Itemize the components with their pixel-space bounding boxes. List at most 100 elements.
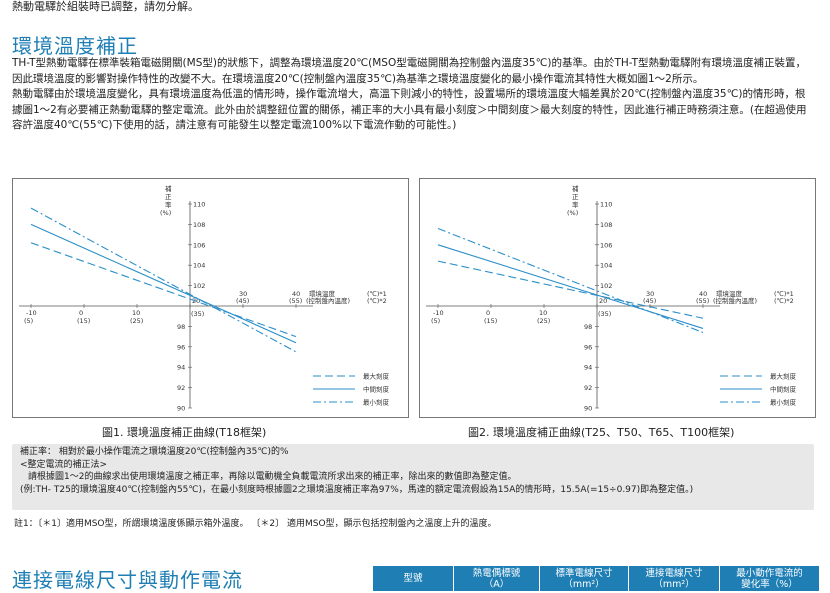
x-unit-label-2: (℃)*2 [774, 297, 794, 305]
header-subtext: （mm²） [563, 578, 605, 590]
chart-figure-1: 補正率 (%) 110 108 106 104 102 98 96 94 92 90 -10 (5) 0 (1… [12, 178, 409, 418]
x-tick-label-alt: (15) [484, 317, 497, 325]
x-tick-label: 10 [132, 309, 140, 317]
y-axis-label-char: 補 [165, 184, 172, 193]
x-tick-label-alt: (5) [24, 317, 33, 325]
series-line-dashdot [437, 227, 704, 334]
y-axis-unit: (%) [567, 209, 578, 217]
table-header-change-rate: 最小動作電流的 變化率（%） [719, 566, 819, 591]
x-axis-label: 環境溫度 [716, 289, 743, 298]
legend-label: 中間刻度 [363, 385, 390, 394]
note-line-1: 補正率： 相對於最小操作電流之環境溫度20℃(控制盤內35℃)的% [20, 447, 289, 457]
x-tick-label-alt: (55) [289, 297, 302, 305]
x-tick-label: -10 [26, 309, 37, 317]
series-line-dash [437, 260, 704, 319]
y-axis-unit: (%) [160, 209, 171, 217]
table-header-standard-wire: 標準電線尺寸 （mm²） [539, 566, 628, 591]
x-axis-label: 環境溫度 [309, 289, 336, 298]
header-text: 型號 [403, 573, 423, 584]
x-tick-label: 10 [539, 309, 547, 317]
y-tick-label: 104 [193, 262, 205, 270]
y-tick-label: 90 [177, 405, 185, 413]
x-tick-label: 20 [599, 297, 607, 305]
y-tick-label: 94 [584, 364, 592, 372]
legend-label: 最大刻度 [770, 372, 797, 381]
table-header-connect-wire: 連接電線尺寸 （mm²） [628, 566, 719, 591]
legend-label: 最大刻度 [363, 372, 390, 381]
y-tick-label: 106 [193, 241, 205, 249]
x-tick-label-alt: (55) [696, 297, 709, 305]
y-tick-label: 102 [193, 282, 205, 290]
y-tick-label: 104 [600, 262, 612, 270]
y-tick-label: 108 [600, 221, 612, 229]
y-tick-label: 90 [584, 405, 592, 413]
header-text: 熱電偶標號 [472, 567, 521, 579]
header-text: 連接電線尺寸 [645, 567, 703, 579]
y-tick-label: 102 [600, 282, 612, 290]
chart-figure-2: 補正率 (%) 110 108 106 104 102 98 96 94 92 90 -10 (5) 0 (1… [419, 178, 816, 418]
y-tick-label: 96 [177, 343, 185, 351]
series-line-dash [30, 242, 297, 338]
note-line-3: 請根據圖1～2的曲線求出使用環境溫度之補正率，再除以電動機全負載電流所求出來的補… [28, 472, 517, 482]
section-title-temperature: 環境溫度補正 [12, 34, 138, 58]
notes-box: 補正率： 相對於最小操作電流之環境溫度20℃(控制盤內35℃)的% <整定電流的… [12, 444, 814, 510]
series-line-dashdot [30, 207, 297, 353]
y-tick-label: 98 [584, 323, 592, 331]
legend-label: 中間刻度 [770, 385, 797, 394]
x-tick-label-alt: (35) [598, 310, 611, 318]
x-tick-label: 0 [79, 309, 83, 317]
y-axis-label-char: 率 [572, 200, 579, 209]
header-text: 標準電線尺寸 [555, 567, 613, 579]
y-tick-label: 96 [584, 343, 592, 351]
y-tick-label: 106 [600, 241, 612, 249]
table-header: 型號 熱電偶標號 （A） 標準電線尺寸 （mm²） 連接電線尺寸 （mm²） 最小動作… [372, 566, 819, 591]
header-subtext: 變化率（%） [741, 578, 798, 590]
paragraph-1: TH-T型熱動電驛在標準裝箱電磁開關(MS型)的狀態下，調整為環境溫度20℃(M… [12, 57, 806, 85]
legend-label: 最小刻度 [363, 398, 390, 407]
x-unit-label-2: (℃)*2 [367, 297, 387, 305]
x-tick-label: 0 [486, 309, 490, 317]
section-body: TH-T型熱動電驛在標準裝箱電磁開關(MS型)的狀態下，調整為環境溫度20℃(M… [12, 56, 812, 134]
x-tick-label-alt: (5) [431, 317, 440, 325]
footnote: 註1：〔＊1〕適用MSO型，所謂環境溫度係顯示箱外溫度。 〔＊2〕 適用MSO型… [14, 519, 497, 529]
legend-label: 最小刻度 [770, 398, 797, 407]
header-subtext: （A） [483, 578, 510, 590]
x-tick-label-alt: (15) [77, 317, 90, 325]
x-unit-label-1: (℃)*1 [367, 290, 387, 298]
y-tick-label: 92 [584, 384, 592, 392]
x-tick-label: 40 [699, 290, 707, 298]
y-axis-label-char: 正 [572, 193, 579, 201]
table-header-thermocouple: 熱電偶標號 （A） [453, 566, 539, 591]
x-tick-label: 30 [646, 290, 654, 298]
y-tick-label: 94 [177, 364, 185, 372]
series-line-solid [30, 223, 297, 344]
x-tick-label-alt: (25) [537, 317, 550, 325]
section-title-wire-size: 連接電線尺寸與動作電流 [12, 568, 243, 592]
y-tick-label: 110 [193, 201, 205, 209]
x-tick-label-alt: (45) [236, 297, 249, 305]
y-tick-label: 110 [600, 201, 612, 209]
x-axis-label-alt: (控制盤內溫度) [306, 296, 350, 305]
x-tick-label-alt: (35) [191, 310, 204, 318]
x-unit-label-1: (℃)*1 [774, 290, 794, 298]
note-line-4: (例:TH- T25的環境溫度40℃(控制盤內55℃)，在最小刻度時根據圖2之環… [20, 484, 694, 495]
paragraph-2: 熱動電驛由於環境溫度變化，具有環境溫度為低溫的情形時，操作電流增大，高溫下則減小… [12, 88, 807, 131]
figure-2-caption: 圖2. 環境溫度補正曲線(T25、T50、T65、T100框架) [468, 426, 735, 439]
header-text: 最小動作電流的 [736, 567, 803, 579]
table-header-model: 型號 [372, 566, 453, 591]
x-tick-label: 30 [239, 290, 247, 298]
note-line-2: <整定電流的補正法> [20, 459, 108, 470]
x-tick-label-alt: (25) [130, 317, 143, 325]
x-tick-label: 40 [292, 290, 300, 298]
x-axis-label-alt: (控制盤內溫度) [713, 296, 757, 305]
header-subtext: （mm²） [653, 578, 695, 590]
top-note: 熱動電驛於組裝時已調整，請勿分解。 [12, 0, 199, 13]
y-tick-label: 98 [177, 323, 185, 331]
x-tick-label-alt: (45) [643, 297, 656, 305]
chart-1-svg: 補正率(%) 110 108 106 104 102 98 96 94 92 90 -10(5) 0(1… [19, 184, 390, 413]
y-axis-label-char: 率 [165, 200, 172, 209]
chart-2-svg: 補正率(%) 110 108 106 104 102 98 96 94 92 90 -10(5) 0(1… [426, 184, 797, 413]
y-tick-label: 92 [177, 384, 185, 392]
y-tick-label: 108 [193, 221, 205, 229]
y-axis-label-char: 正 [165, 193, 172, 201]
